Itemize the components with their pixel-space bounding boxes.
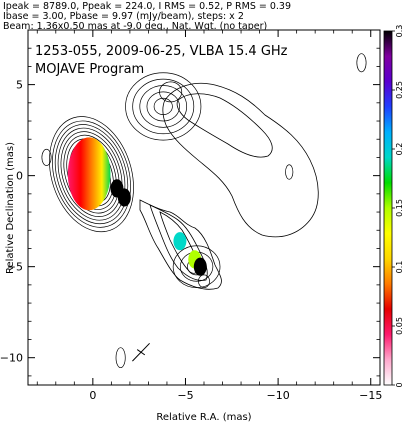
colorbar-tick-label: 0.1 xyxy=(395,261,404,274)
chart-subtitle: MOJAVE Program xyxy=(35,62,144,77)
beam-marker xyxy=(132,342,150,362)
north-region-contour xyxy=(162,82,319,238)
noise-contour xyxy=(41,148,52,166)
core-contour xyxy=(60,131,123,217)
x-tick-label: 0 xyxy=(89,389,96,402)
x-axis-label: Relative R.A. (mas) xyxy=(156,412,251,423)
beam-minor-axis xyxy=(136,349,146,356)
axes: 0 −5 −10 −15 5 0 −5 −10 xyxy=(0,29,382,402)
knot-contour xyxy=(132,78,195,135)
colorbar-tick-label: 0 xyxy=(395,382,404,387)
knot-contour xyxy=(153,97,173,116)
colorbar-bar xyxy=(383,30,393,386)
polarization-patch xyxy=(173,232,187,251)
x-tick-label: −15 xyxy=(359,389,382,402)
north-region-contour-2 xyxy=(176,93,273,158)
knot-contour xyxy=(139,85,188,128)
noise-contour xyxy=(356,53,367,73)
colorbar-tick-label: 0.15 xyxy=(395,199,404,217)
header-line-3: Beam: 1.36x0.50 mas at -9.0 deg., Nat. W… xyxy=(3,21,267,32)
y-tick-label: 0 xyxy=(16,170,23,183)
y-tick-label: 5 xyxy=(16,79,23,92)
colorbar-tick-label: 0.05 xyxy=(395,317,404,335)
knot-contour xyxy=(125,72,202,141)
x-tick-label: −10 xyxy=(266,389,289,402)
noise-contour xyxy=(115,347,126,369)
jet-outer-contour xyxy=(139,199,222,290)
core-contour xyxy=(49,116,134,233)
y-tick-label: −5 xyxy=(7,261,23,274)
chart-title: 1253-055, 2009-06-25, VLBA 15.4 GHz xyxy=(35,44,288,59)
colorbar: 0 0.05 0.1 0.15 0.2 0.25 0.3 xyxy=(383,25,404,388)
polarization-patch xyxy=(117,188,131,207)
knot-contour xyxy=(172,245,221,288)
header-line-1: Ipeak = 8789.0, Ppeak = 224.0, I RMS = 0… xyxy=(3,1,291,12)
core-contour xyxy=(54,124,129,225)
core-contour xyxy=(63,134,120,214)
core-contour xyxy=(57,127,126,221)
colorbar-tick-label: 0.25 xyxy=(395,81,404,99)
polarization-patches xyxy=(67,137,207,276)
colorbar-tick-label: 0.3 xyxy=(395,25,404,38)
x-tick-label: −5 xyxy=(177,389,193,402)
y-tick-label: −10 xyxy=(0,352,23,365)
core-contour xyxy=(52,120,131,228)
colorbar-tick-label: 0.2 xyxy=(395,143,404,156)
noise-contour xyxy=(285,164,294,180)
header-line-2: Ibase = 3.00, Pbase = 9.97 (mJy/beam), s… xyxy=(3,11,244,22)
plot-content xyxy=(139,82,319,290)
noise-contour xyxy=(159,81,183,103)
knot-contour xyxy=(146,91,180,122)
jet-mid-contour xyxy=(149,204,208,281)
polarization-patch xyxy=(193,257,207,276)
core-polarization-patch xyxy=(67,137,111,211)
y-axis-label: Relative Declination (mas) xyxy=(5,142,16,274)
noise-contour xyxy=(198,274,210,288)
